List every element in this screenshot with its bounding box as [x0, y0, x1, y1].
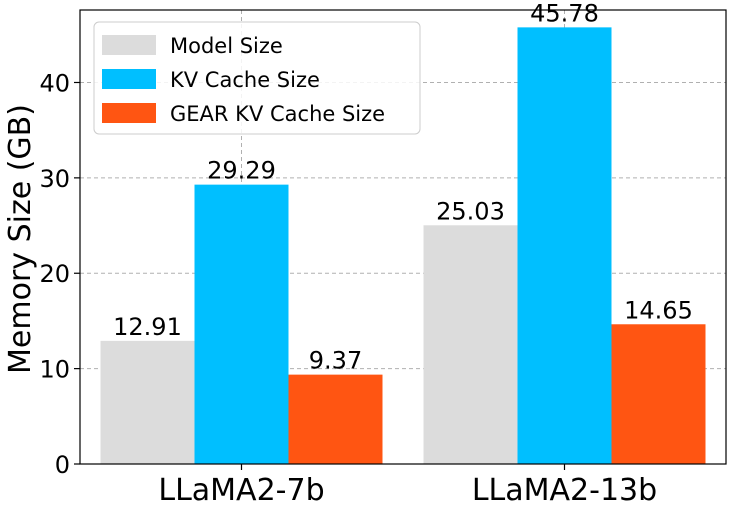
axes [79, 9, 727, 465]
legend-swatch [102, 103, 156, 123]
x-tick-label: LLaMA2-13b [472, 473, 657, 508]
bar [288, 374, 383, 464]
bar-value-label: 9.37 [309, 347, 362, 375]
bar [423, 225, 518, 464]
plot-frame [79, 9, 727, 465]
bar-value-labels: 12.91 25.03 29.29 45.78 9.37 14.65 [113, 0, 693, 375]
bar-value-label: 45.78 [530, 0, 599, 27]
y-tick-label: 30 [39, 165, 70, 193]
bar [517, 27, 612, 464]
bar [611, 324, 706, 464]
bars [100, 27, 706, 464]
legend-box [93, 21, 421, 135]
y-tick-label: 0 [55, 451, 70, 479]
bar [100, 340, 195, 464]
bar-value-label: 25.03 [436, 197, 505, 225]
bar [194, 184, 289, 464]
legend: Model Size KV Cache Size GEAR KV Cache Siz… [93, 21, 421, 135]
y-axis-label: Memory Size (GB) [3, 104, 38, 374]
legend-label: GEAR KV Cache Size [170, 102, 385, 126]
y-tick-label: 40 [39, 69, 70, 97]
tick-labels: 0 10 20 30 40 LLaMA2-7b LLaMA2-13b [39, 69, 657, 508]
y-tick-label: 20 [39, 260, 70, 288]
x-tick-label: LLaMA2-7b [158, 473, 324, 508]
bar-value-label: 29.29 [207, 157, 276, 185]
legend-swatch [102, 69, 156, 89]
legend-label: Model Size [170, 34, 283, 58]
legend-label: KV Cache Size [170, 68, 320, 92]
y-tick-label: 10 [39, 356, 70, 384]
bar-value-label: 14.65 [624, 296, 693, 324]
bar-value-label: 12.91 [113, 313, 182, 341]
legend-swatch [102, 35, 156, 55]
